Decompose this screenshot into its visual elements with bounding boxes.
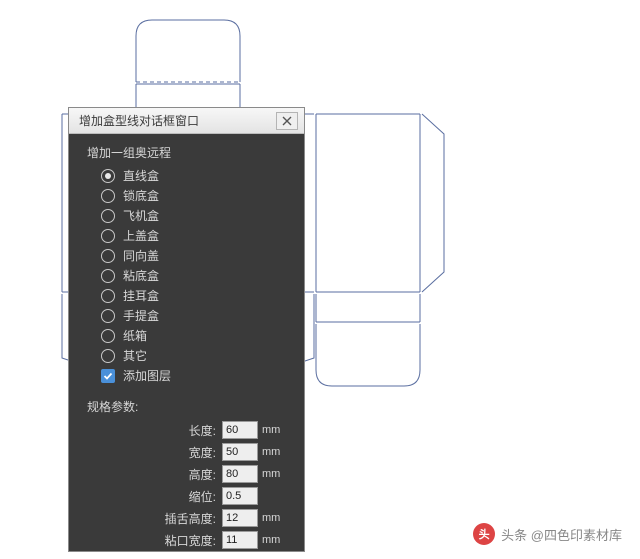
watermark-source: 头条 [501,525,527,544]
dialog-titlebar[interactable]: 增加盒型线对话框窗口 [69,108,304,134]
opt-lock-bottom[interactable]: 锁底盒 [101,187,290,204]
box-dialog: 增加盒型线对话框窗口 增加一组奥远程 直线盒锁底盒飞机盒上盖盒同向盖粘底盒挂耳盒… [68,107,305,552]
unit-label: mm [262,468,282,480]
unit-label: mm [262,512,282,524]
param-label: 宽度: [158,444,216,461]
unit-label: mm [262,534,282,546]
param-shrink-row: 缩位: [87,487,290,505]
option-label: 挂耳盒 [123,287,159,304]
opt-same-dir-lid[interactable]: 同向盖 [101,247,290,264]
radio-icon[interactable] [101,209,115,223]
param-width-input[interactable] [222,443,258,461]
params-group-label: 规格参数: [87,398,290,415]
param-glue-width-input[interactable] [222,531,258,549]
param-tongue-height-row: 插舌高度: mm [87,509,290,527]
opt-carton[interactable]: 纸箱 [101,327,290,344]
radio-icon[interactable] [101,229,115,243]
radio-icon[interactable] [101,189,115,203]
option-label: 同向盖 [123,247,159,264]
param-label: 插舌高度: [158,510,216,527]
radio-icon[interactable] [101,169,115,183]
box-type-group-label: 增加一组奥远程 [87,144,290,161]
close-icon [282,116,292,126]
param-length-row: 长度: mm [87,421,290,439]
option-label: 飞机盒 [123,207,159,224]
option-label: 锁底盒 [123,187,159,204]
opt-glued-bottom[interactable]: 粘底盒 [101,267,290,284]
option-label: 其它 [123,347,147,364]
unit-label: mm [262,424,282,436]
params-list: 长度: mm 宽度: mm 高度: mm 缩位: 插舌高度: mm 粘口宽度: mm [87,421,290,549]
watermark: 头 头条 @四色印素材库 [473,523,622,545]
option-label: 上盖盒 [123,227,159,244]
param-glue-width-row: 粘口宽度: mm [87,531,290,549]
param-shrink-input[interactable] [222,487,258,505]
option-label: 手提盒 [123,307,159,324]
param-label: 缩位: [158,488,216,505]
radio-icon[interactable] [101,329,115,343]
param-tongue-height-input[interactable] [222,509,258,527]
close-button[interactable] [276,112,298,130]
opt-airplane-box[interactable]: 飞机盒 [101,207,290,224]
option-label: 直线盒 [123,167,159,184]
param-length-input[interactable] [222,421,258,439]
source-logo-icon: 头 [473,523,495,545]
opt-straight-box[interactable]: 直线盒 [101,167,290,184]
param-width-row: 宽度: mm [87,443,290,461]
param-label: 粘口宽度: [158,532,216,549]
opt-handle-box[interactable]: 手提盒 [101,307,290,324]
opt-top-lid[interactable]: 上盖盒 [101,227,290,244]
radio-icon[interactable] [101,289,115,303]
opt-ear-box[interactable]: 挂耳盒 [101,287,290,304]
checkbox-icon[interactable] [101,369,115,383]
param-label: 长度: [158,422,216,439]
dialog-body: 增加一组奥远程 直线盒锁底盒飞机盒上盖盒同向盖粘底盒挂耳盒手提盒纸箱其它添加图层… [69,134,304,551]
radio-icon[interactable] [101,309,115,323]
param-height-input[interactable] [222,465,258,483]
param-height-row: 高度: mm [87,465,290,483]
radio-icon[interactable] [101,349,115,363]
opt-add-layer[interactable]: 添加图层 [101,367,290,384]
option-label: 粘底盒 [123,267,159,284]
radio-icon[interactable] [101,269,115,283]
box-type-options: 直线盒锁底盒飞机盒上盖盒同向盖粘底盒挂耳盒手提盒纸箱其它添加图层 [87,167,290,384]
radio-icon[interactable] [101,249,115,263]
param-label: 高度: [158,466,216,483]
unit-label: mm [262,446,282,458]
option-label: 添加图层 [123,367,171,384]
option-label: 纸箱 [123,327,147,344]
watermark-author: @四色印素材库 [531,525,622,544]
opt-other[interactable]: 其它 [101,347,290,364]
dialog-title: 增加盒型线对话框窗口 [79,112,276,129]
